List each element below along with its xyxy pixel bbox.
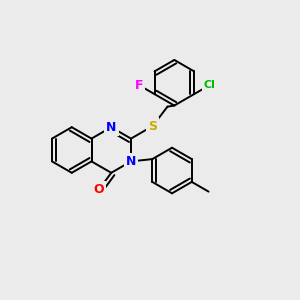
Text: F: F xyxy=(134,79,143,92)
Text: O: O xyxy=(93,183,104,196)
Text: N: N xyxy=(126,155,136,168)
Text: N: N xyxy=(106,121,116,134)
Text: Cl: Cl xyxy=(204,80,216,90)
Text: S: S xyxy=(148,120,157,133)
